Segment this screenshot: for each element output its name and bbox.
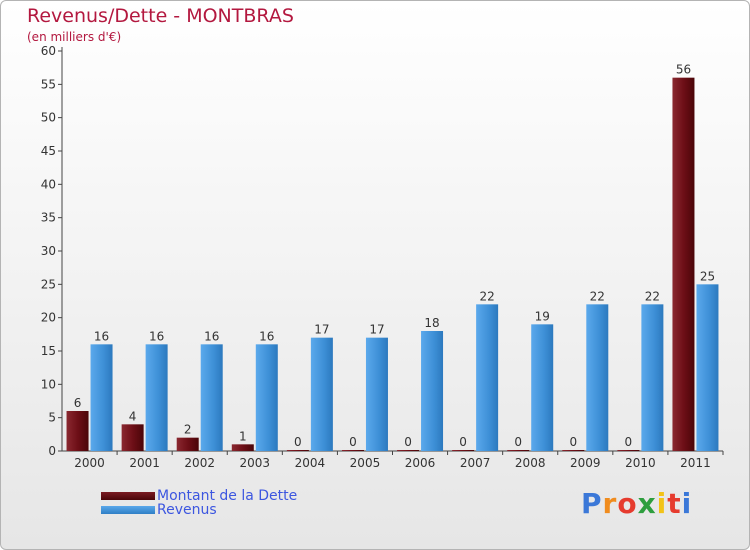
legend-label-revenus: Revenus	[157, 502, 217, 518]
data-label-dette: 0	[569, 435, 577, 449]
x-tick-label: 2009	[570, 456, 601, 470]
data-label-dette: 56	[676, 63, 691, 77]
logo-letter: r	[602, 487, 618, 520]
x-tick-label: 2005	[350, 456, 381, 470]
bar-revenus	[200, 344, 223, 451]
y-tick-label: 40	[41, 177, 56, 191]
data-label-revenus: 17	[369, 323, 384, 337]
y-tick-label: 30	[41, 244, 56, 258]
data-label-dette: 0	[294, 435, 302, 449]
y-tick-label: 60	[41, 44, 56, 58]
data-label-revenus: 16	[259, 329, 274, 343]
data-label-dette: 0	[404, 435, 412, 449]
y-tick-label: 35	[41, 211, 56, 225]
data-label-dette: 6	[74, 396, 82, 410]
data-label-revenus: 16	[94, 329, 109, 343]
data-label-dette: 1	[239, 429, 247, 443]
y-tick-label: 50	[41, 111, 56, 125]
data-label-revenus: 22	[479, 289, 494, 303]
chart-subtitle: (en milliers d'€)	[27, 30, 122, 44]
proxiti-logo: Proxiti	[581, 487, 692, 520]
logo-letter: o	[617, 487, 638, 520]
x-tick-label: 2011	[680, 456, 711, 470]
y-tick-label: 5	[48, 411, 56, 425]
x-tick-label: 2001	[129, 456, 160, 470]
x-tick-label: 2006	[405, 456, 436, 470]
bar-revenus	[421, 331, 444, 451]
legend-swatch-revenus	[101, 506, 155, 514]
y-tick-label: 25	[41, 277, 56, 291]
y-tick-label: 20	[41, 311, 56, 325]
logo-letter: P	[581, 487, 603, 520]
legend-item-revenus: Revenus	[101, 502, 217, 518]
data-label-revenus: 16	[149, 329, 164, 343]
chart-title: Revenus/Dette - MONTBRAS	[27, 5, 294, 27]
data-label-revenus: 18	[424, 316, 439, 330]
bar-revenus	[586, 304, 609, 451]
x-tick-label: 2003	[240, 456, 271, 470]
x-tick-label: 2007	[460, 456, 491, 470]
logo-letter: x	[637, 487, 657, 520]
legend-label-dette: Montant de la Dette	[157, 488, 298, 504]
logo-letter: i	[681, 487, 693, 520]
bar-revenus	[90, 344, 113, 451]
x-tick-label: 2002	[184, 456, 215, 470]
bar-revenus	[641, 304, 664, 451]
data-label-revenus: 25	[700, 269, 715, 283]
bar-revenus	[255, 344, 278, 451]
bar-dette	[452, 450, 475, 451]
bar-revenus	[696, 284, 719, 451]
bar-dette	[286, 450, 309, 451]
bar-revenus	[310, 337, 333, 451]
bar-dette	[176, 437, 199, 451]
logo-letter: t	[667, 487, 682, 520]
bar-dette	[121, 424, 144, 451]
data-label-revenus: 22	[590, 289, 605, 303]
data-label-dette: 4	[129, 409, 137, 423]
bar-dette	[507, 450, 530, 451]
logo-letter: i	[656, 487, 668, 520]
bar-dette	[397, 450, 420, 451]
bar-dette	[672, 77, 695, 452]
x-tick-label: 2004	[295, 456, 326, 470]
legend-item-dette: Montant de la Dette	[101, 488, 297, 504]
bar-dette	[562, 450, 585, 451]
data-label-dette: 2	[184, 423, 192, 437]
bar-revenus	[365, 337, 388, 451]
legend-swatch-dette	[101, 492, 155, 500]
data-label-revenus: 19	[535, 309, 550, 323]
y-tick-label: 0	[48, 444, 56, 458]
bar-dette	[231, 444, 254, 451]
data-label-revenus: 16	[204, 329, 219, 343]
y-tick-label: 10	[41, 377, 56, 391]
data-label-dette: 0	[459, 435, 467, 449]
y-tick-label: 55	[41, 77, 56, 91]
data-label-dette: 0	[625, 435, 633, 449]
data-label-dette: 0	[514, 435, 522, 449]
x-tick-label: 2008	[515, 456, 546, 470]
data-label-revenus: 22	[645, 289, 660, 303]
data-label-dette: 0	[349, 435, 357, 449]
bar-dette	[341, 450, 364, 451]
data-label-revenus: 17	[314, 323, 329, 337]
bar-revenus	[145, 344, 168, 451]
bar-dette	[617, 450, 640, 451]
y-tick-label: 15	[41, 344, 56, 358]
bar-revenus	[476, 304, 499, 451]
x-tick-label: 2010	[625, 456, 656, 470]
bar-revenus	[531, 324, 554, 451]
x-tick-label: 2000	[74, 456, 105, 470]
bar-dette	[66, 411, 89, 451]
y-tick-label: 45	[41, 144, 56, 158]
